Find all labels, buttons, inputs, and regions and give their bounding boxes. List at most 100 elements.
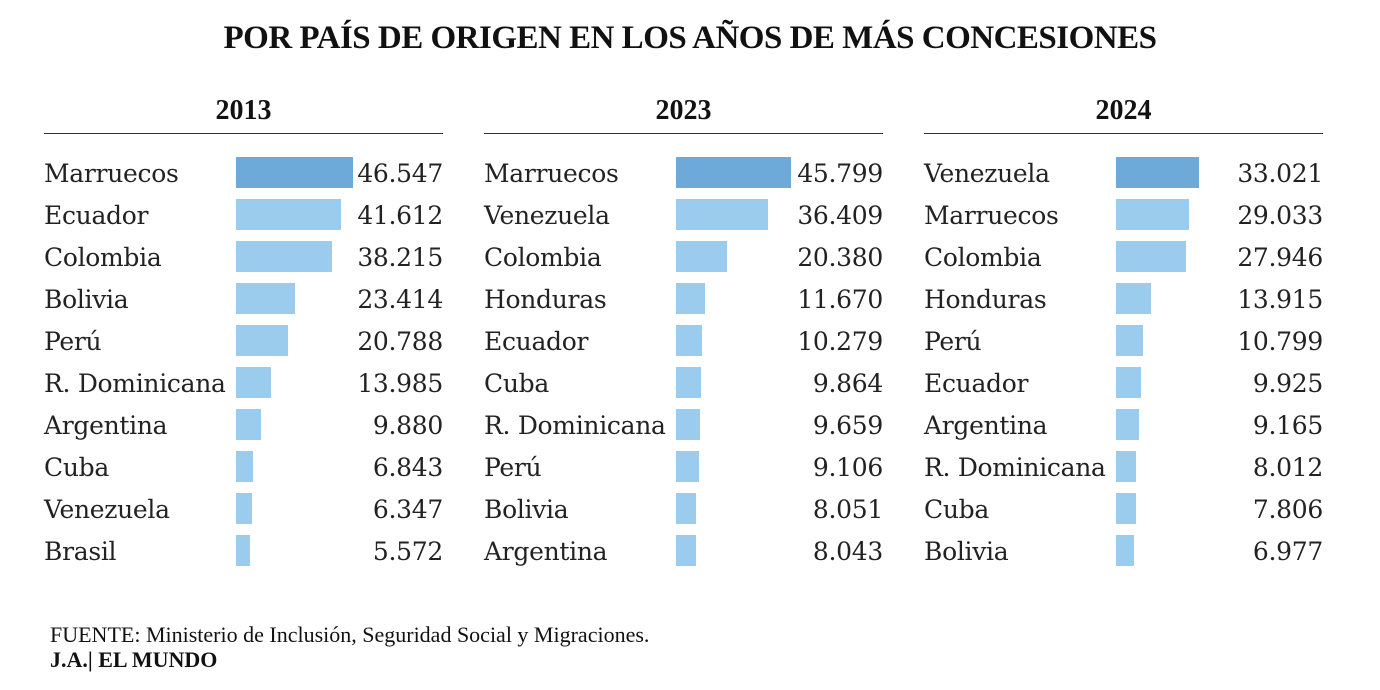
value-label: 8.043 (812, 537, 883, 566)
value-label: 10.799 (1237, 327, 1323, 356)
panel-2023: 2023 Marruecos 45.799 Venezuela 36.409 Colom… (484, 95, 883, 585)
value-label: 10.279 (797, 327, 883, 356)
category-label: Marruecos (484, 159, 619, 188)
bar-row: Argentina 9.880 (44, 407, 443, 449)
bar-row: Perú 9.106 (484, 449, 883, 491)
category-label: Argentina (484, 537, 608, 566)
bar-row: Colombia 38.215 (44, 239, 443, 281)
bar (676, 199, 768, 230)
value-label: 13.985 (357, 369, 443, 398)
value-label: 9.880 (372, 411, 443, 440)
bar (676, 409, 701, 440)
bar (1116, 241, 1187, 272)
category-label: Venezuela (924, 159, 1050, 188)
bar (236, 493, 252, 524)
bar (236, 241, 333, 272)
panel-2024: 2024 Venezuela 33.021 Marruecos 29.033 Colom… (924, 95, 1323, 585)
category-label: Honduras (924, 285, 1047, 314)
bar-row: Marruecos 45.799 (484, 155, 883, 197)
value-label: 20.380 (797, 243, 883, 272)
category-label: Venezuela (44, 495, 170, 524)
value-label: 8.051 (812, 495, 883, 524)
bar (236, 451, 254, 482)
category-label: Cuba (44, 453, 109, 482)
bar-row: R. Dominicana 13.985 (44, 365, 443, 407)
bar-row: Honduras 11.670 (484, 281, 883, 323)
category-label: Perú (44, 327, 102, 356)
category-label: Marruecos (44, 159, 179, 188)
bar-row: Bolivia 23.414 (44, 281, 443, 323)
bar-row: Marruecos 46.547 (44, 155, 443, 197)
bar (676, 157, 792, 188)
bar-row: Colombia 27.946 (924, 239, 1323, 281)
category-label: Colombia (924, 243, 1042, 272)
bar (1116, 409, 1140, 440)
bar (676, 241, 728, 272)
bar-row: Perú 20.788 (44, 323, 443, 365)
bar-row: Perú 10.799 (924, 323, 1323, 365)
bar-row: R. Dominicana 9.659 (484, 407, 883, 449)
bar-row: Marruecos 29.033 (924, 197, 1323, 239)
value-label: 38.215 (357, 243, 443, 272)
bar (676, 325, 702, 356)
bar (676, 283, 706, 314)
bar (236, 409, 261, 440)
value-label: 6.977 (1252, 537, 1323, 566)
bar (1116, 157, 1199, 188)
category-label: R. Dominicana (484, 411, 666, 440)
value-label: 20.788 (357, 327, 443, 356)
category-label: Bolivia (44, 285, 129, 314)
bar-row: Argentina 8.043 (484, 533, 883, 575)
value-label: 9.659 (812, 411, 883, 440)
bar-row: Venezuela 6.347 (44, 491, 443, 533)
category-label: Brasil (44, 537, 117, 566)
value-label: 33.021 (1237, 159, 1323, 188)
value-label: 9.925 (1252, 369, 1323, 398)
category-label: Ecuador (44, 201, 149, 230)
bar (1116, 451, 1137, 482)
bar (236, 283, 295, 314)
category-label: Perú (924, 327, 982, 356)
bar-row: Argentina 9.165 (924, 407, 1323, 449)
category-label: R. Dominicana (44, 369, 226, 398)
category-label: R. Dominicana (924, 453, 1106, 482)
value-label: 9.165 (1252, 411, 1323, 440)
chart-title: POR PAÍS DE ORIGEN EN LOS AÑOS DE MÁS CO… (223, 20, 1157, 56)
bar (676, 535, 697, 566)
bar (676, 493, 697, 524)
value-label: 36.409 (797, 201, 883, 230)
bar-row: Honduras 13.915 (924, 281, 1323, 323)
bar-row: Venezuela 33.021 (924, 155, 1323, 197)
category-label: Colombia (484, 243, 602, 272)
bar (676, 451, 699, 482)
bar-row: Cuba 9.864 (484, 365, 883, 407)
category-label: Bolivia (924, 537, 1009, 566)
bar-row: Venezuela 36.409 (484, 197, 883, 239)
bar (1116, 535, 1134, 566)
value-label: 45.799 (797, 159, 883, 188)
bar (236, 535, 250, 566)
bar (1116, 325, 1144, 356)
category-label: Argentina (924, 411, 1048, 440)
credit: J.A.| EL MUNDO (50, 647, 218, 672)
category-label: Honduras (484, 285, 607, 314)
category-label: Marruecos (924, 201, 1059, 230)
value-label: 27.946 (1237, 243, 1323, 272)
panel-year: 2013 (215, 95, 272, 126)
bar (676, 367, 701, 398)
value-label: 11.670 (797, 285, 883, 314)
panel-2013: 2013 Marruecos 46.547 Ecuador 41.612 Colombi… (44, 95, 443, 585)
bar-row: Ecuador 10.279 (484, 323, 883, 365)
bar-row: R. Dominicana 8.012 (924, 449, 1323, 491)
category-label: Perú (484, 453, 542, 482)
category-label: Ecuador (924, 369, 1029, 398)
bar (1116, 367, 1141, 398)
panel-year: 2024 (1095, 95, 1152, 126)
category-label: Ecuador (484, 327, 589, 356)
bar-row: Cuba 7.806 (924, 491, 1323, 533)
value-label: 7.806 (1252, 495, 1323, 524)
bar-row: Ecuador 9.925 (924, 365, 1323, 407)
value-label: 6.347 (372, 495, 443, 524)
value-label: 8.012 (1252, 453, 1323, 482)
bar-row: Ecuador 41.612 (44, 197, 443, 239)
